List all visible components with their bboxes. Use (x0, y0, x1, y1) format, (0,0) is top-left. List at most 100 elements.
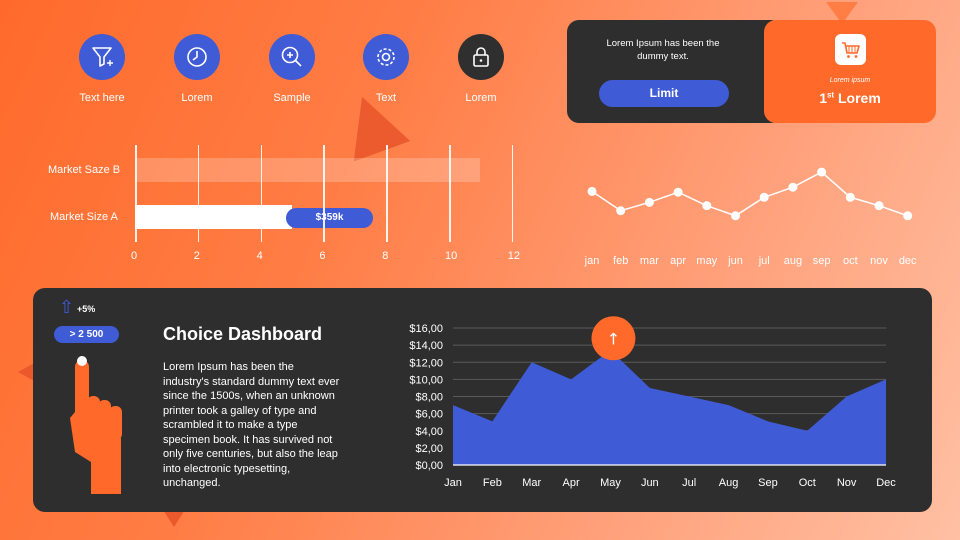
x-tick-label: Sep (758, 477, 778, 489)
line-point (874, 201, 884, 211)
month-label: apr (670, 255, 686, 267)
value-badge: $359k (286, 208, 373, 228)
x-tick-label: Mar (522, 477, 541, 489)
x-tick-label: 2 (193, 250, 200, 262)
x-tick-label: Jul (682, 477, 696, 489)
month-label: nov (870, 255, 888, 267)
x-tick-label: 0 (131, 250, 138, 262)
peak-marker (591, 316, 636, 361)
dashboard-body: Lorem Ipsum has been the industry's stan… (163, 361, 340, 489)
lock-item[interactable]: Lorem (436, 34, 526, 104)
y-tick-label: $14,00 (409, 340, 443, 352)
icon-label: Text here (79, 92, 125, 104)
x-tick-label: May (600, 477, 621, 489)
zoom-item[interactable]: Sample (247, 34, 337, 104)
line-point (817, 167, 827, 177)
market-bar-a (135, 205, 292, 229)
clock-item[interactable]: Lorem (152, 34, 242, 104)
threshold-badge: > 2 500 (54, 326, 119, 343)
x-tick-label: Nov (837, 477, 857, 489)
line-point (673, 187, 683, 197)
gear-item[interactable]: Text (341, 34, 431, 104)
x-tick-label: Aug (719, 477, 739, 489)
dashboard-panel: ⇧ +5% > 2 500 Choice Dashboard Lorem Ips… (33, 288, 932, 512)
lock-icon (458, 34, 504, 80)
pointing-hand-icon (70, 356, 122, 494)
x-tick-label: 6 (319, 250, 326, 262)
x-tick-label: Dec (876, 477, 896, 489)
bar-category-label: Market Saze B (48, 164, 121, 176)
shopping-cart-icon (835, 34, 866, 65)
y-tick-label: $12,00 (409, 357, 443, 369)
month-label: oct (843, 255, 858, 267)
y-tick-label: $8,00 (415, 392, 443, 404)
month-label: dec (899, 255, 917, 267)
line-point (903, 211, 913, 221)
month-label: sep (813, 255, 831, 267)
line-point (845, 192, 855, 202)
line-point (731, 211, 740, 221)
y-tick-label: $16,00 (409, 323, 443, 335)
y-tick-label: $0,00 (415, 460, 443, 472)
x-tick-label: 4 (256, 250, 263, 262)
promo-text: Lorem Ipsum has been the dummy text. (606, 38, 720, 62)
decor-triangle (826, 2, 858, 24)
month-label: mar (640, 255, 659, 267)
gridline (135, 145, 137, 242)
zoom-in-icon (269, 34, 315, 80)
rank-small-label: Lorem ipsum (829, 77, 871, 84)
icon-label: Text (375, 92, 397, 104)
month-label: jan (584, 255, 600, 267)
rank-card: Lorem ipsum 1st Lorem (764, 20, 936, 123)
line-point (616, 206, 626, 216)
x-tick-label: Oct (799, 477, 816, 489)
x-tick-label: 12 (507, 250, 521, 262)
month-label: may (696, 255, 717, 267)
filter-icon (79, 34, 125, 80)
x-tick-label: Jun (641, 477, 659, 489)
month-label: jun (727, 255, 743, 267)
x-tick-label: Feb (483, 477, 502, 489)
monthly-line-chart: jan feb mar apr may jun jul aug sep oct nov dec (584, 167, 917, 267)
x-tick-label: Jan (444, 477, 462, 489)
icon-label: Sample (273, 92, 311, 104)
x-tick-label: 8 (382, 250, 389, 262)
month-label: aug (784, 255, 802, 267)
area-series (453, 350, 886, 465)
gridline (260, 145, 263, 242)
x-tick-label: 10 (445, 250, 458, 262)
dashboard-title: Choice Dashboard (163, 324, 323, 344)
market-bar-b (135, 158, 481, 182)
gridline (323, 145, 325, 242)
line-point (759, 192, 769, 202)
gridline (511, 145, 514, 242)
line-point (587, 186, 597, 196)
gridline (386, 145, 388, 242)
line-point (644, 197, 654, 207)
gridline (197, 145, 200, 242)
icon-label: Lorem (181, 92, 213, 104)
rank-text: Lorem (838, 90, 881, 106)
y-tick-label: $10,00 (409, 374, 443, 386)
promo-card: Lorem Ipsum has been the dummy text. Lim… (567, 20, 783, 123)
icon-label: Lorem (465, 92, 497, 104)
line-point (788, 182, 798, 192)
rank-title: 1st Lorem (764, 90, 936, 106)
month-label: feb (613, 255, 628, 267)
area-chart: $16,00 $14,00 $12,00 $10,00 $8,00 $6,00 $4,00 $… (409, 316, 896, 489)
rank-suffix: st (826, 90, 835, 100)
trend-text: +5% (77, 304, 96, 314)
gear-icon (363, 34, 409, 80)
month-label: jul (758, 255, 770, 267)
gridline (449, 145, 451, 242)
y-tick-label: $4,00 (415, 426, 443, 438)
y-tick-label: $2,00 (415, 443, 443, 455)
line-point (702, 201, 712, 211)
rank-number: 1 (819, 90, 827, 106)
x-tick-label: Apr (563, 477, 580, 489)
line-series (591, 171, 908, 217)
filter-item[interactable]: Text here (57, 34, 147, 104)
arrow-up-icon: ↑ (607, 329, 620, 348)
trend-up-icon: ⇧ (59, 297, 75, 317)
limit-button[interactable]: Limit (599, 80, 729, 107)
